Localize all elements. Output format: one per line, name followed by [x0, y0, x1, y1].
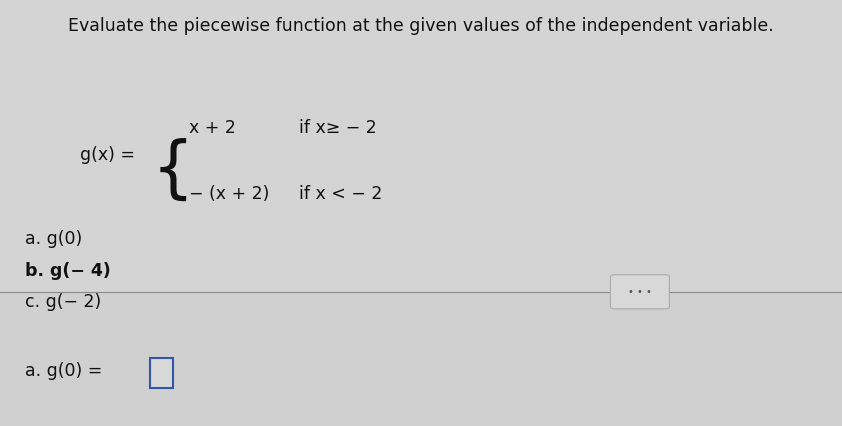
Text: c. g(− 2): c. g(− 2)	[25, 294, 102, 311]
Text: • • •: • • •	[628, 287, 652, 297]
FancyBboxPatch shape	[0, 0, 842, 292]
FancyBboxPatch shape	[0, 292, 842, 426]
Text: {: {	[152, 138, 194, 203]
FancyBboxPatch shape	[610, 275, 669, 309]
Text: b. g(− 4): b. g(− 4)	[25, 262, 111, 279]
Text: g(x) =: g(x) =	[80, 147, 141, 164]
Text: if x < − 2: if x < − 2	[299, 185, 382, 203]
FancyBboxPatch shape	[150, 358, 173, 388]
Text: a. g(0): a. g(0)	[25, 230, 83, 248]
Text: − (x + 2): − (x + 2)	[189, 185, 269, 203]
Text: a. g(0) =: a. g(0) =	[25, 362, 108, 380]
Text: x + 2: x + 2	[189, 119, 237, 137]
Text: if x≥ − 2: if x≥ − 2	[299, 119, 376, 137]
Text: Evaluate the piecewise function at the given values of the independent variable.: Evaluate the piecewise function at the g…	[68, 17, 774, 35]
